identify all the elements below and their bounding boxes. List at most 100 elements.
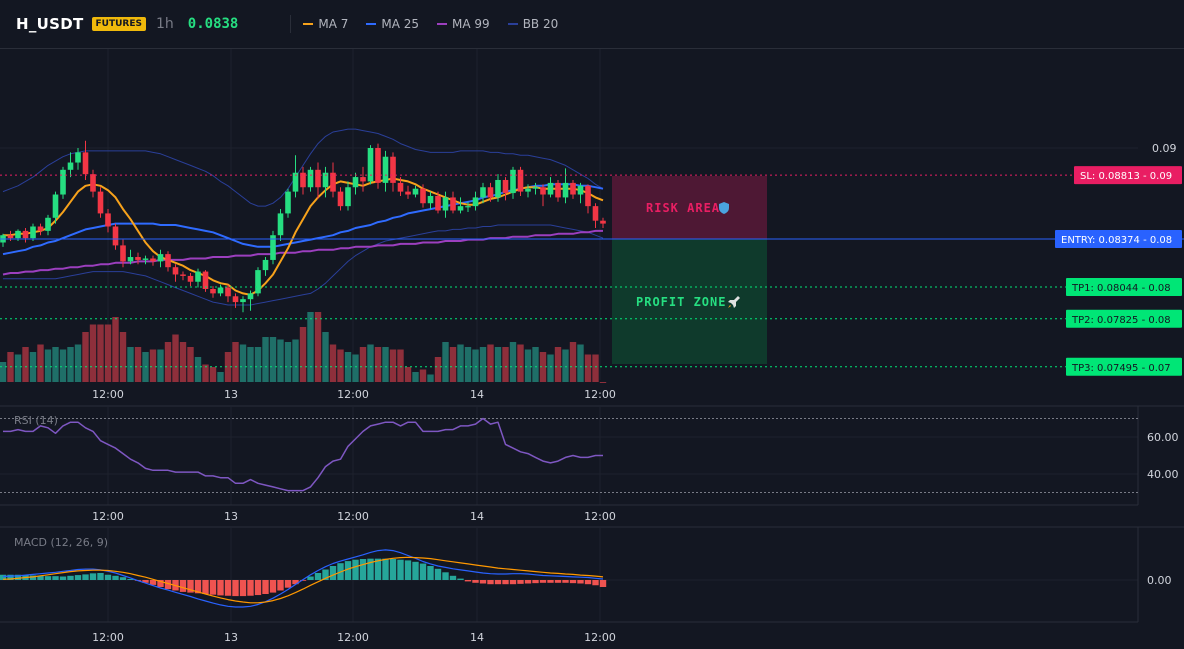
macd-hist-bar — [412, 561, 419, 580]
volume-bar — [254, 347, 262, 382]
grid-lines — [0, 49, 1184, 623]
volume-bar — [209, 367, 217, 382]
candle-body — [270, 235, 276, 260]
candle-body — [97, 191, 104, 214]
macd-hist-bar — [472, 580, 479, 583]
volume-bar — [202, 364, 209, 382]
volume-bar — [247, 347, 254, 382]
volume-bar — [442, 342, 449, 382]
legend-swatch — [507, 23, 518, 25]
candle-body — [292, 172, 299, 192]
legend-swatch — [303, 23, 314, 25]
legend-bb20[interactable]: BB 20 — [507, 17, 558, 31]
candle-body — [157, 254, 164, 262]
volume-bar — [277, 339, 284, 382]
volume-bar — [269, 337, 277, 382]
macd-hist-bar — [149, 580, 157, 585]
volume-bar — [449, 347, 457, 382]
legend-ma25[interactable]: MA 25 — [366, 17, 419, 31]
timeframe-selector[interactable]: 1h — [156, 16, 174, 32]
volume-bar — [112, 317, 119, 382]
tp3-label: TP3: 0.07495 - 0.07 — [1071, 363, 1171, 374]
macd-hist-bar — [374, 558, 382, 580]
macd-hist-bar — [59, 576, 67, 580]
macd-hist-bar — [52, 576, 59, 580]
macd-hist-bar — [82, 574, 89, 580]
candle-body — [427, 195, 434, 204]
candle-body — [352, 177, 359, 188]
bb-upper-line — [2, 128, 604, 207]
volume-bar — [67, 347, 74, 382]
candle-body — [82, 152, 89, 175]
candle-body — [510, 169, 516, 194]
macd-hist-bar — [344, 561, 352, 580]
candle-body — [255, 270, 261, 294]
profit-zone — [612, 239, 767, 364]
sl-label: SL: 0.08813 - 0.09 — [1080, 171, 1172, 182]
macd-hist-bar — [547, 580, 554, 583]
candle-body — [322, 172, 329, 188]
time-tick-label: 14 — [470, 510, 484, 523]
tp1-label-box — [1066, 277, 1182, 296]
volume-bar — [179, 342, 187, 382]
candle-body — [345, 187, 351, 207]
signal-line — [2, 556, 604, 604]
volume-bar — [457, 344, 464, 382]
macd-hist-bar — [239, 580, 247, 597]
candle-body — [30, 226, 36, 239]
candle-body — [210, 289, 216, 294]
last-price: 0.0838 — [187, 16, 239, 32]
macd-hist-bar — [554, 580, 562, 583]
time-tick-label: 12:00 — [584, 388, 616, 401]
volume-bar — [232, 342, 239, 382]
macd-hist-bar — [562, 580, 569, 583]
time-tick-label: 13 — [224, 510, 238, 523]
macd-hist-bar — [164, 580, 172, 590]
candle-body — [37, 226, 44, 231]
legend-label: MA 25 — [381, 17, 420, 31]
candle-body — [187, 275, 194, 282]
legend-ma99[interactable]: MA 99 — [437, 17, 490, 31]
volume-bars — [0, 312, 607, 383]
macd-hist-bar — [382, 558, 389, 580]
candle-body — [472, 197, 479, 207]
time-tick-label: 14 — [470, 388, 484, 401]
candle-body — [232, 296, 239, 303]
legend-ma7[interactable]: MA 7 — [303, 17, 348, 31]
candle-body — [180, 274, 186, 276]
volume-bar — [217, 372, 224, 382]
entry-label: ENTRY: 0.08374 - 0.08 — [1061, 235, 1172, 246]
symbol-name[interactable]: H_USDT — [16, 15, 84, 33]
candle-body — [412, 188, 419, 195]
volume-bar — [187, 347, 194, 382]
volume-bar — [352, 354, 359, 382]
candle-body — [120, 245, 126, 262]
macd-hist-bar — [232, 580, 239, 597]
tp1-label: TP1: 0.08044 - 0.08 — [1071, 283, 1171, 294]
volume-bar — [337, 349, 344, 382]
macd-hist-bar — [254, 580, 262, 596]
volume-bar — [82, 332, 89, 382]
rsi-line — [3, 417, 603, 492]
macd-hist-bar — [494, 580, 502, 585]
candlesticks[interactable] — [0, 140, 606, 313]
macd-hist-bar — [479, 580, 487, 584]
volume-bar — [547, 354, 554, 382]
volume-bar — [419, 369, 427, 382]
volume-bar — [157, 349, 164, 382]
volume-bar — [307, 312, 314, 382]
candle-body — [15, 230, 21, 239]
macd-hist-bar — [157, 580, 164, 587]
legend-label: MA 7 — [318, 17, 349, 31]
macd-hist-bar — [329, 566, 337, 580]
candle-body — [277, 213, 284, 236]
candle-body — [435, 195, 441, 211]
macd-hist-bar — [284, 580, 292, 588]
entry-label-box — [1055, 230, 1182, 248]
candle-body — [360, 177, 366, 182]
macd-hist-bar — [97, 573, 104, 580]
macd-pane: MACD (12, 26, 9) 0.00 — [0, 536, 1172, 608]
volume-bar — [592, 354, 599, 382]
ma7-line — [3, 177, 604, 296]
